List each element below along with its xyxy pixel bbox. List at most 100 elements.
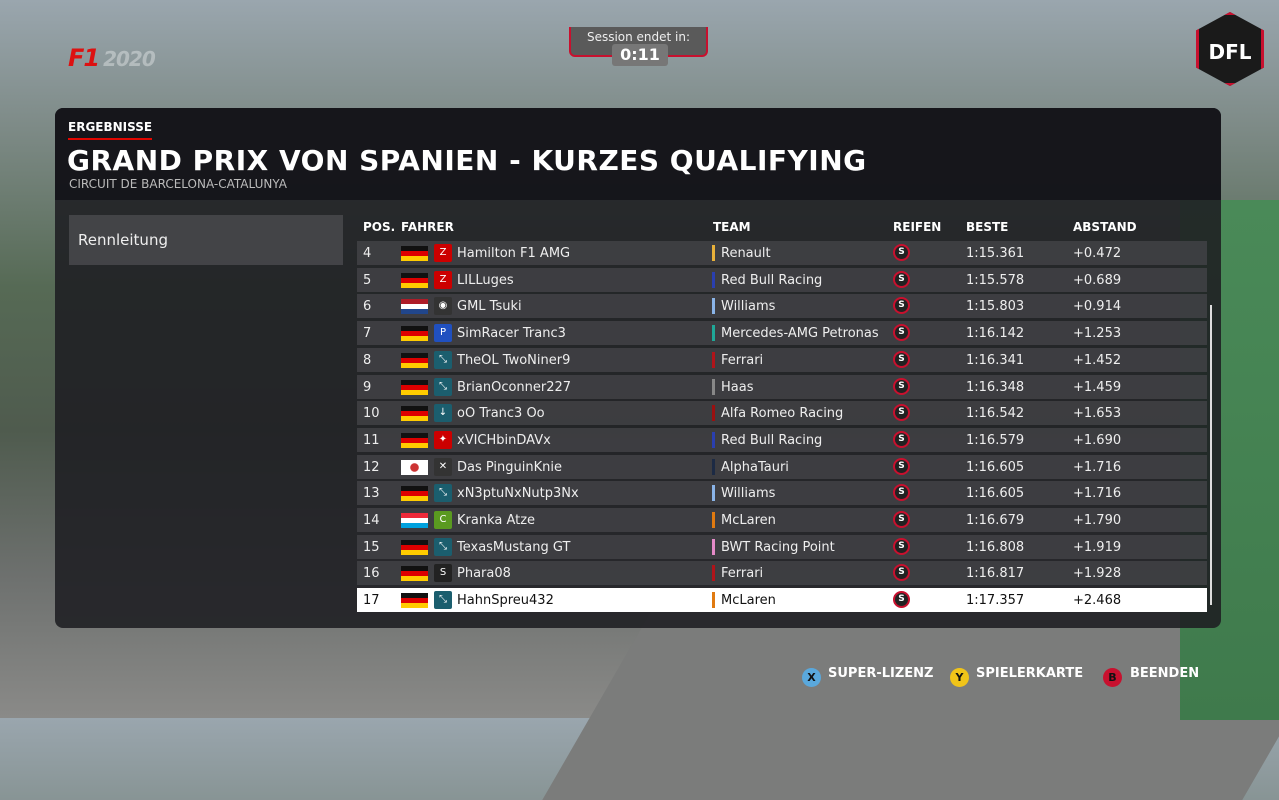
flag-icon xyxy=(401,432,428,448)
flag-icon xyxy=(401,246,428,261)
team-color-bar xyxy=(712,378,715,395)
table-row[interactable]: 4 Z Hamilton F1 AMG Renault S 1:15.361 +… xyxy=(357,241,1207,265)
row-gap: +1.716 xyxy=(1073,486,1122,502)
footer-action-2[interactable]: BEENDEN xyxy=(1130,666,1200,681)
session-timer: Session endet in: 0:11 xyxy=(569,27,708,66)
avatar-icon: ✕ xyxy=(434,457,452,476)
tyre-soft-icon: S xyxy=(893,484,910,502)
f1-logo-year: 2020 xyxy=(103,47,156,71)
row-team: Ferrari xyxy=(721,566,764,582)
footer-action-0[interactable]: SUPER-LIZENZ xyxy=(828,666,934,681)
row-team: McLaren xyxy=(721,513,776,528)
row-team: Williams xyxy=(721,486,776,502)
y-button-icon[interactable]: Y xyxy=(950,668,969,687)
scrollbar[interactable] xyxy=(1210,305,1212,605)
row-best: 1:16.542 xyxy=(966,406,1025,422)
row-pos: 7 xyxy=(363,326,372,342)
flag-icon xyxy=(401,406,428,422)
footer-action-1[interactable]: SPIELERKARTE xyxy=(976,666,1084,681)
row-best: 1:15.803 xyxy=(966,299,1025,315)
col-driver: FAHRER xyxy=(401,220,454,234)
team-color-bar xyxy=(712,538,715,555)
row-driver: GML Tsuki xyxy=(457,299,522,315)
row-gap: +1.690 xyxy=(1073,432,1122,448)
col-tyre: REIFEN xyxy=(893,220,942,234)
col-gap: ABSTAND xyxy=(1073,220,1137,234)
flag-icon xyxy=(401,459,428,475)
team-color-bar xyxy=(712,405,715,422)
row-driver: TheOL TwoNiner9 xyxy=(457,352,571,368)
row-team: AlphaTauri xyxy=(721,459,789,475)
row-team: Red Bull Racing xyxy=(721,432,823,448)
tyre-soft-icon: S xyxy=(893,564,910,582)
f1-logo-text: F1 xyxy=(68,44,100,72)
row-best: 1:16.348 xyxy=(966,379,1025,395)
row-best: 1:16.679 xyxy=(966,513,1025,528)
row-best: 1:16.341 xyxy=(966,352,1025,368)
row-gap: +1.253 xyxy=(1073,326,1122,342)
avatar-icon: ◉ xyxy=(434,297,452,316)
team-color-bar xyxy=(712,271,715,288)
row-pos: 10 xyxy=(363,406,380,422)
row-pos: 16 xyxy=(363,566,380,582)
row-best: 1:16.579 xyxy=(966,432,1025,448)
b-button-icon[interactable]: B xyxy=(1103,668,1122,687)
row-gap: +1.459 xyxy=(1073,379,1122,395)
table-row[interactable]: 17 ⤡ HahnSpreu432 McLaren S 1:17.357 +2.… xyxy=(357,588,1207,613)
table-row[interactable]: 11 ✦ xVICHbinDAVx Red Bull Racing S 1:16… xyxy=(357,427,1207,452)
tyre-soft-icon: S xyxy=(893,324,910,342)
table-row[interactable]: 6 ◉ GML Tsuki Williams S 1:15.803 +0.914 xyxy=(357,294,1207,319)
col-pos: POS. xyxy=(363,220,396,234)
table-row[interactable]: 7 P SimRacer Tranc3 Mercedes-AMG Petrona… xyxy=(357,321,1207,346)
flag-icon xyxy=(401,352,428,368)
table-row[interactable]: 5 Z LILLuges Red Bull Racing S 1:15.578 … xyxy=(357,267,1207,292)
row-best: 1:16.817 xyxy=(966,566,1025,582)
sidebar-item-rennleitung[interactable]: Rennleitung xyxy=(69,215,343,265)
team-color-bar xyxy=(712,245,715,261)
row-team: BWT Racing Point xyxy=(721,539,835,555)
table-row[interactable]: 12 ✕ Das PinguinKnie AlphaTauri S 1:16.6… xyxy=(357,454,1207,479)
table-row[interactable]: 14 C Kranka Atze McLaren S 1:16.679 +1.7… xyxy=(357,508,1207,532)
flag-icon xyxy=(401,299,428,315)
avatar-icon: ✦ xyxy=(434,430,452,449)
flag-icon xyxy=(401,593,428,609)
table-row[interactable]: 8 ⤡ TheOL TwoNiner9 Ferrari S 1:16.341 +… xyxy=(357,347,1207,372)
avatar-icon: Z xyxy=(434,244,452,262)
row-pos: 17 xyxy=(363,593,380,609)
row-pos: 4 xyxy=(363,246,372,261)
row-driver: Kranka Atze xyxy=(457,513,536,528)
row-gap: +0.914 xyxy=(1073,299,1122,315)
flag-icon xyxy=(401,539,428,555)
tyre-soft-icon: S xyxy=(893,244,910,261)
results-panel: ERGEBNISSE GRAND PRIX VON SPANIEN - KURZ… xyxy=(55,108,1221,628)
row-driver: BrianOconner227 xyxy=(457,379,572,395)
tyre-soft-icon: S xyxy=(893,377,910,395)
tyre-soft-icon: S xyxy=(893,457,910,475)
avatar-icon: S xyxy=(434,564,452,583)
tyre-soft-icon: S xyxy=(893,511,910,528)
page-title: GRAND PRIX VON SPANIEN - KURZES QUALIFYI… xyxy=(67,144,867,177)
row-gap: +1.919 xyxy=(1073,539,1122,555)
team-color-bar xyxy=(712,325,715,342)
row-pos: 14 xyxy=(363,513,380,528)
x-button-icon[interactable]: X xyxy=(802,668,821,687)
table-row[interactable]: 10 ↓ oO Tranc3 Oo Alfa Romeo Racing S 1:… xyxy=(357,401,1207,426)
avatar-icon: P xyxy=(434,324,452,343)
row-team: Ferrari xyxy=(721,352,764,368)
tyre-soft-icon: S xyxy=(893,404,910,422)
row-best: 1:16.142 xyxy=(966,326,1025,342)
row-driver: HahnSpreu432 xyxy=(457,593,554,609)
table-row[interactable]: 13 ⤡ xN3ptuNxNutp3Nx Williams S 1:16.605… xyxy=(357,481,1207,506)
table-row[interactable]: 9 ⤡ BrianOconner227 Haas S 1:16.348 +1.4… xyxy=(357,374,1207,399)
row-gap: +2.468 xyxy=(1073,593,1122,609)
table-row[interactable]: 16 S Phara08 Ferrari S 1:16.817 +1.928 xyxy=(357,561,1207,586)
avatar-icon: ⤡ xyxy=(434,350,452,369)
row-gap: +0.472 xyxy=(1073,246,1122,261)
row-gap: +1.653 xyxy=(1073,406,1122,422)
row-team: Williams xyxy=(721,299,776,315)
row-best: 1:16.808 xyxy=(966,539,1025,555)
team-color-bar xyxy=(712,512,715,528)
row-team: McLaren xyxy=(721,593,776,609)
avatar-icon: ⤡ xyxy=(434,377,452,396)
table-row[interactable]: 15 ⤡ TexasMustang GT BWT Racing Point S … xyxy=(357,534,1207,559)
